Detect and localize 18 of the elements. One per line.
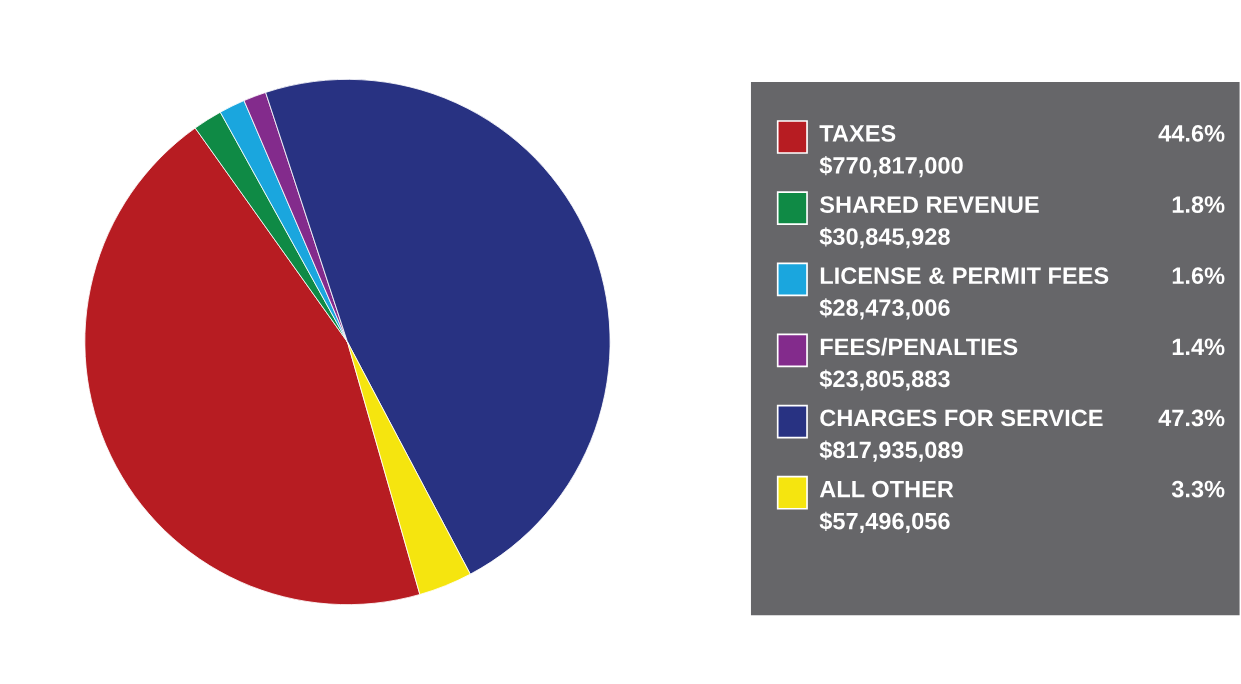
legend-label: ALL OTHER: [819, 480, 954, 498]
text: $817,935,089: [819, 440, 963, 462]
text: $28,473,006: [819, 298, 950, 320]
text: $30,845,928: [819, 227, 950, 249]
data-label: 1.8%: [1172, 196, 1225, 213]
text: $770,817,000: [819, 156, 963, 178]
legend-label: LICENSE & PERMIT FEES: [820, 267, 1109, 285]
legend-label: SHARED REVENUE: [819, 196, 1039, 213]
data-label: 1.4%: [1172, 338, 1225, 356]
legend-label: FEES/PENALTIES: [820, 337, 1018, 356]
legend-label: TAXES: [819, 125, 896, 142]
text: $57,496,056: [819, 511, 950, 533]
data-label: 1.6%: [1172, 267, 1225, 285]
legend-label: CHARGES FOR SERVICE: [820, 409, 1103, 427]
data-label: 3.3%: [1171, 480, 1225, 498]
data-label: 44.6%: [1158, 125, 1225, 142]
data-label: 47.3%: [1158, 409, 1225, 427]
text: $23,805,883: [819, 369, 950, 391]
